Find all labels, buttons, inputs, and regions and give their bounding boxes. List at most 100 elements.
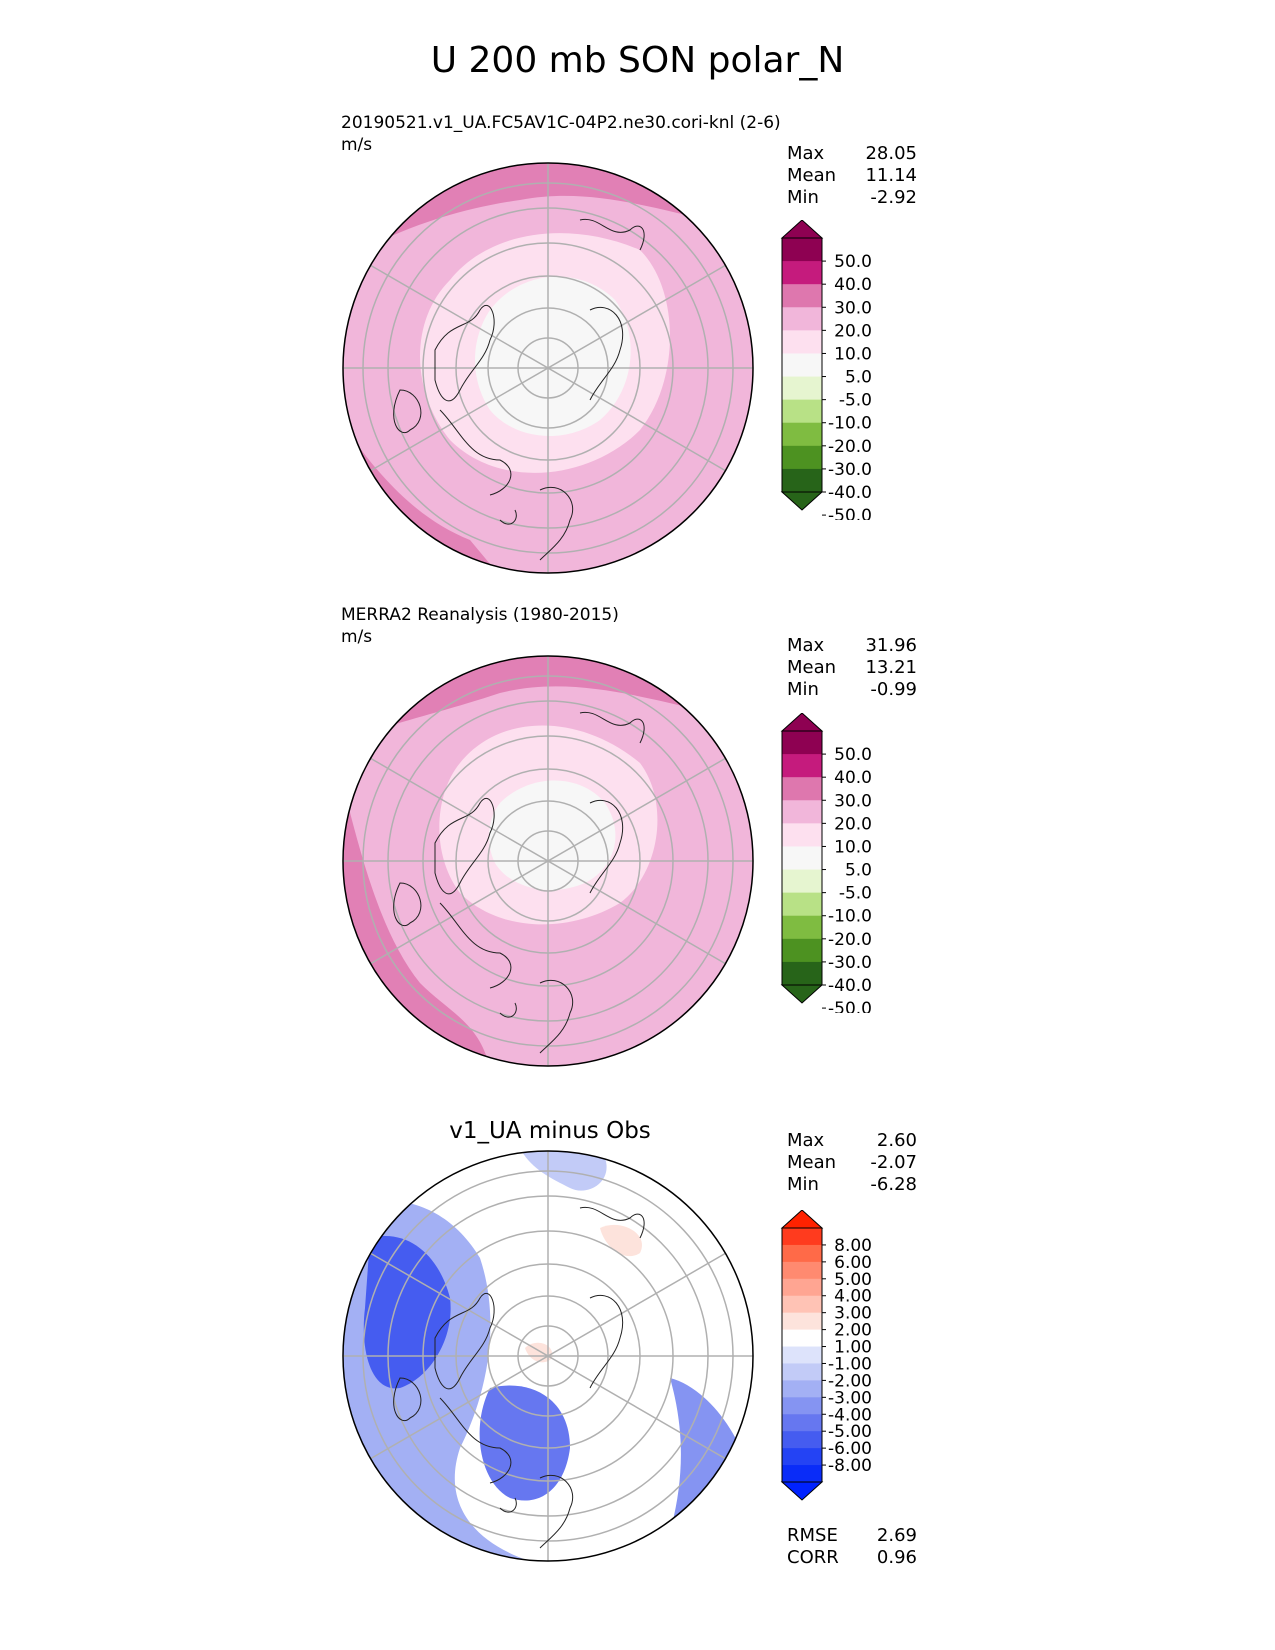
colorbar-band (782, 869, 822, 894)
colorbar-band (782, 1244, 822, 1263)
corr-label: CORR (787, 1547, 839, 1568)
colorbar-band (782, 238, 822, 262)
colorbar-tick-label: -30.0 (828, 460, 872, 480)
colorbar-tick-label: 8.00 (834, 1236, 872, 1256)
colorbar-tick-label: 50.0 (834, 745, 872, 765)
colorbar-tick-label: -4.00 (828, 1405, 872, 1425)
colorbar-tick-label: -30.0 (828, 953, 872, 973)
colorbar-tick-label: 20.0 (834, 814, 872, 834)
stat-min-value: -0.99 (870, 679, 917, 700)
colorbar-extend-bottom (780, 984, 824, 1004)
panel2-title: MERRA2 Reanalysis (1980-2015) (341, 605, 619, 625)
colorbar-outline (781, 1227, 823, 1483)
colorbar-band (782, 422, 822, 447)
colorbar-tick-label: -40.0 (828, 976, 872, 996)
panel3-polar-map (342, 1150, 754, 1562)
stat-max-value: 28.05 (865, 143, 917, 164)
colorbar-outline (781, 730, 823, 986)
colorbar-band (782, 1465, 822, 1483)
stat-mean-label: Mean (787, 1152, 837, 1173)
colorbar-band (782, 1414, 822, 1432)
panel2-polar-map (342, 655, 754, 1067)
colorbar-tick-label: 6.00 (834, 1253, 872, 1273)
colorbar-tick-label: -5.0 (839, 391, 872, 411)
colorbar-band (782, 468, 822, 493)
stat-max-value: 31.96 (865, 635, 917, 656)
colorbar-tick-label: -5.0 (839, 884, 872, 904)
colorbar-band (782, 961, 822, 986)
colorbar-band (782, 823, 822, 847)
panel1-colorbar: 50.0 40.0 30.0 20.0 10.0 5.0 -5.0 -10.0 -20.0 -30… (780, 220, 872, 520)
map-boundary (342, 655, 754, 1067)
colorbar-band (782, 399, 822, 424)
stat-mean-label: Mean (787, 165, 837, 186)
stat-min-label: Min (787, 679, 819, 700)
panel1-units: m/s (341, 135, 373, 155)
colorbar-tick-label: 5.0 (845, 368, 872, 388)
colorbar-tick-label: -6.00 (828, 1439, 872, 1459)
colorbar-tick-label: 10.0 (834, 837, 872, 857)
weak-negative-north (520, 1151, 607, 1191)
coastlines (393, 711, 645, 1054)
colorbar-tick-label: -50.0 (828, 506, 872, 520)
colorbar-band (782, 1329, 822, 1348)
colorbar-band (782, 1448, 822, 1466)
colorbar-band (782, 1397, 822, 1415)
stat-max-value: 2.60 (876, 1130, 917, 1151)
panel2-units: m/s (341, 627, 373, 647)
panel3-colorbar: 8.006.005.004.003.002.001.00-1.00-2.00-3… (780, 1210, 872, 1501)
strong-negative-anomaly (363, 1236, 451, 1389)
colorbar-band (782, 777, 822, 801)
panel3-metrics: RMSE 2.69 CORR 0.96 (787, 1525, 917, 1569)
colorbar-tick-label: -10.0 (828, 414, 872, 434)
colorbar-band (782, 1346, 822, 1364)
colorbar-band (782, 1228, 822, 1246)
colorbar-tick-label: -20.0 (828, 437, 872, 457)
rmse-value: 2.69 (876, 1525, 917, 1546)
colorbar-tick-label: 4.00 (834, 1287, 872, 1307)
colorbar-tick-label: 20.0 (834, 321, 872, 341)
colorbar-tick-label: 2.00 (834, 1321, 872, 1341)
colorbar-band (782, 1380, 822, 1398)
map-boundary (342, 162, 754, 574)
stat-mean-value: 13.21 (865, 657, 917, 678)
colorbar-band (782, 1261, 822, 1280)
graticule (343, 656, 753, 1066)
calm-core-region (488, 780, 616, 891)
colorbar-tick-label: -2.00 (828, 1371, 872, 1391)
colorbar-band (782, 1312, 822, 1331)
rmse-label: RMSE (787, 1525, 838, 1546)
colorbar-tick-label: -5.00 (828, 1422, 872, 1442)
stat-min-value: -2.92 (870, 187, 917, 208)
colorbar-tick-label: 30.0 (834, 791, 872, 811)
coastlines (393, 1206, 645, 1549)
colorbar-tick-label: 1.00 (834, 1338, 872, 1358)
colorbar-band (782, 731, 822, 755)
colorbar-tick-label: -20.0 (828, 930, 872, 950)
colorbar-band (782, 915, 822, 940)
colorbar-outline (781, 237, 823, 493)
coastlines (393, 218, 645, 561)
colorbar-band (782, 846, 822, 871)
colorbar-tick-label: 5.00 (834, 1270, 872, 1290)
panel3-stats: Max 2.60 Mean -2.07 Min -6.28 (787, 1130, 917, 1196)
stat-min-value: -6.28 (870, 1174, 917, 1195)
colorbar-tick-label: -40.0 (828, 483, 872, 503)
graticule (343, 163, 753, 573)
positive-anomaly-north (600, 1224, 642, 1257)
colorbar-tick-label: -8.00 (828, 1456, 872, 1476)
colorbar-tick-label: -50.0 (828, 999, 872, 1013)
colorbar-band (782, 1363, 822, 1381)
graticule (343, 1151, 753, 1561)
colorbar-tick-label: 5.0 (845, 861, 872, 881)
map-boundary (342, 1150, 754, 1562)
panel1-stats: Max 28.05 Mean 11.14 Min -2.92 (787, 143, 917, 209)
colorbar-band (782, 284, 822, 308)
stat-mean-label: Mean (787, 657, 837, 678)
colorbar-band (782, 445, 822, 470)
panel1-polar-map (342, 162, 754, 574)
colorbar-band (782, 938, 822, 963)
colorbar-extend-top (780, 1210, 824, 1229)
stat-max-label: Max (787, 143, 825, 164)
stat-mean-value: -2.07 (870, 1152, 917, 1173)
